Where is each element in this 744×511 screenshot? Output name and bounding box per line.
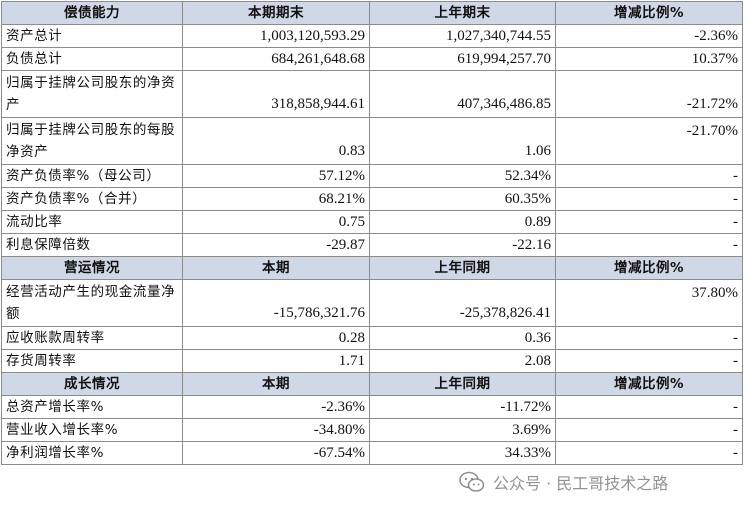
row-label: 营业收入增长率%	[1, 418, 183, 442]
change-value: -2.36%	[555, 24, 743, 48]
previous-value: -11.72%	[369, 395, 556, 419]
change-value: -	[555, 349, 743, 373]
row-label: 资产负债率%（合并）	[1, 187, 183, 211]
watermark-text: 公众号 · 民工哥技术之路	[493, 474, 669, 493]
change-value: -21.72%	[555, 70, 743, 118]
row-label: 应收账款周转率	[1, 326, 183, 350]
table-row: 资产负债率%（母公司） 57.12% 52.34% -	[1, 164, 743, 188]
change-value: -21.70%	[555, 117, 743, 165]
section-header-growth: 成长情况 本期 上年同期 增减比例%	[1, 372, 743, 396]
current-value: -29.87	[182, 233, 370, 257]
row-label: 归属于挂牌公司股东的净资产	[1, 70, 183, 118]
header-cell: 增减比例%	[555, 256, 743, 280]
watermark: 公众号 · 民工哥技术之路	[459, 470, 668, 494]
header-cell: 上年期末	[369, 1, 556, 25]
header-cell: 本期期末	[182, 1, 370, 25]
previous-value: 3.69%	[369, 418, 556, 442]
current-value: 57.12%	[182, 164, 370, 188]
table-row: 流动比率 0.75 0.89 -	[1, 210, 743, 234]
current-value: 68.21%	[182, 187, 370, 211]
table-row: 资产负债率%（合并） 68.21% 60.35% -	[1, 187, 743, 211]
previous-value: 60.35%	[369, 187, 556, 211]
change-value: 37.80%	[555, 279, 743, 327]
current-value: -34.80%	[182, 418, 370, 442]
previous-value: 619,994,257.70	[369, 47, 556, 71]
previous-value: -25,378,826.41	[369, 279, 556, 327]
previous-value: 52.34%	[369, 164, 556, 188]
row-label: 负债总计	[1, 47, 183, 71]
previous-value: 0.36	[369, 326, 556, 350]
current-value: 0.28	[182, 326, 370, 350]
table-row: 经营活动产生的现金流量净额 -15,786,321.76 -25,378,826…	[1, 279, 743, 327]
change-value: -	[555, 395, 743, 419]
change-value: -	[555, 418, 743, 442]
header-cell: 本期	[182, 256, 370, 280]
current-value: 0.75	[182, 210, 370, 234]
change-value: -	[555, 164, 743, 188]
header-cell: 增减比例%	[555, 1, 743, 25]
header-cell: 增减比例%	[555, 372, 743, 396]
current-value: 318,858,944.61	[182, 70, 370, 118]
previous-value: 0.89	[369, 210, 556, 234]
table-row: 利息保障倍数 -29.87 -22.16 -	[1, 233, 743, 257]
table-row: 净利润增长率% -67.54% 34.33% -	[1, 441, 743, 465]
current-value: -15,786,321.76	[182, 279, 370, 327]
row-label: 存货周转率	[1, 349, 183, 373]
row-label: 资产总计	[1, 24, 183, 48]
table-row: 归属于挂牌公司股东的每股净资产 0.83 1.06 -21.70%	[1, 117, 743, 165]
current-value: 684,261,648.68	[182, 47, 370, 71]
current-value: 0.83	[182, 117, 370, 165]
previous-value: -22.16	[369, 233, 556, 257]
row-label: 利息保障倍数	[1, 233, 183, 257]
header-cell: 偿债能力	[1, 1, 183, 25]
row-label: 流动比率	[1, 210, 183, 234]
current-value: -2.36%	[182, 395, 370, 419]
table-row: 资产总计 1,003,120,593.29 1,027,340,744.55 -…	[1, 24, 743, 48]
change-value: -	[555, 441, 743, 465]
previous-value: 2.08	[369, 349, 556, 373]
row-label: 总资产增长率%	[1, 395, 183, 419]
section-header-solvency: 偿债能力 本期期末 上年期末 增减比例%	[1, 1, 743, 25]
current-value: -67.54%	[182, 441, 370, 465]
header-cell: 上年同期	[369, 372, 556, 396]
row-label: 资产负债率%（母公司）	[1, 164, 183, 188]
previous-value: 1.06	[369, 117, 556, 165]
row-label: 经营活动产生的现金流量净额	[1, 279, 183, 327]
table-row: 负债总计 684,261,648.68 619,994,257.70 10.37…	[1, 47, 743, 71]
change-value: -	[555, 233, 743, 257]
current-value: 1,003,120,593.29	[182, 24, 370, 48]
header-cell: 营运情况	[1, 256, 183, 280]
table-row: 存货周转率 1.71 2.08 -	[1, 349, 743, 373]
wechat-icon	[459, 471, 485, 492]
current-value: 1.71	[182, 349, 370, 373]
change-value: -	[555, 326, 743, 350]
table-row: 应收账款周转率 0.28 0.36 -	[1, 326, 743, 350]
change-value: 10.37%	[555, 47, 743, 71]
header-cell: 上年同期	[369, 256, 556, 280]
table-row: 营业收入增长率% -34.80% 3.69% -	[1, 418, 743, 442]
header-cell: 成长情况	[1, 372, 183, 396]
section-header-operations: 营运情况 本期 上年同期 增减比例%	[1, 256, 743, 280]
row-label: 归属于挂牌公司股东的每股净资产	[1, 117, 183, 165]
previous-value: 34.33%	[369, 441, 556, 465]
change-value: -	[555, 187, 743, 211]
change-value: -	[555, 210, 743, 234]
table-row: 归属于挂牌公司股东的净资产 318,858,944.61 407,346,486…	[1, 70, 743, 118]
previous-value: 1,027,340,744.55	[369, 24, 556, 48]
financial-indicators-table: 偿债能力 本期期末 上年期末 增减比例% 资产总计 1,003,120,593.…	[1, 1, 743, 465]
table-row: 总资产增长率% -2.36% -11.72% -	[1, 395, 743, 419]
header-cell: 本期	[182, 372, 370, 396]
previous-value: 407,346,486.85	[369, 70, 556, 118]
row-label: 净利润增长率%	[1, 441, 183, 465]
